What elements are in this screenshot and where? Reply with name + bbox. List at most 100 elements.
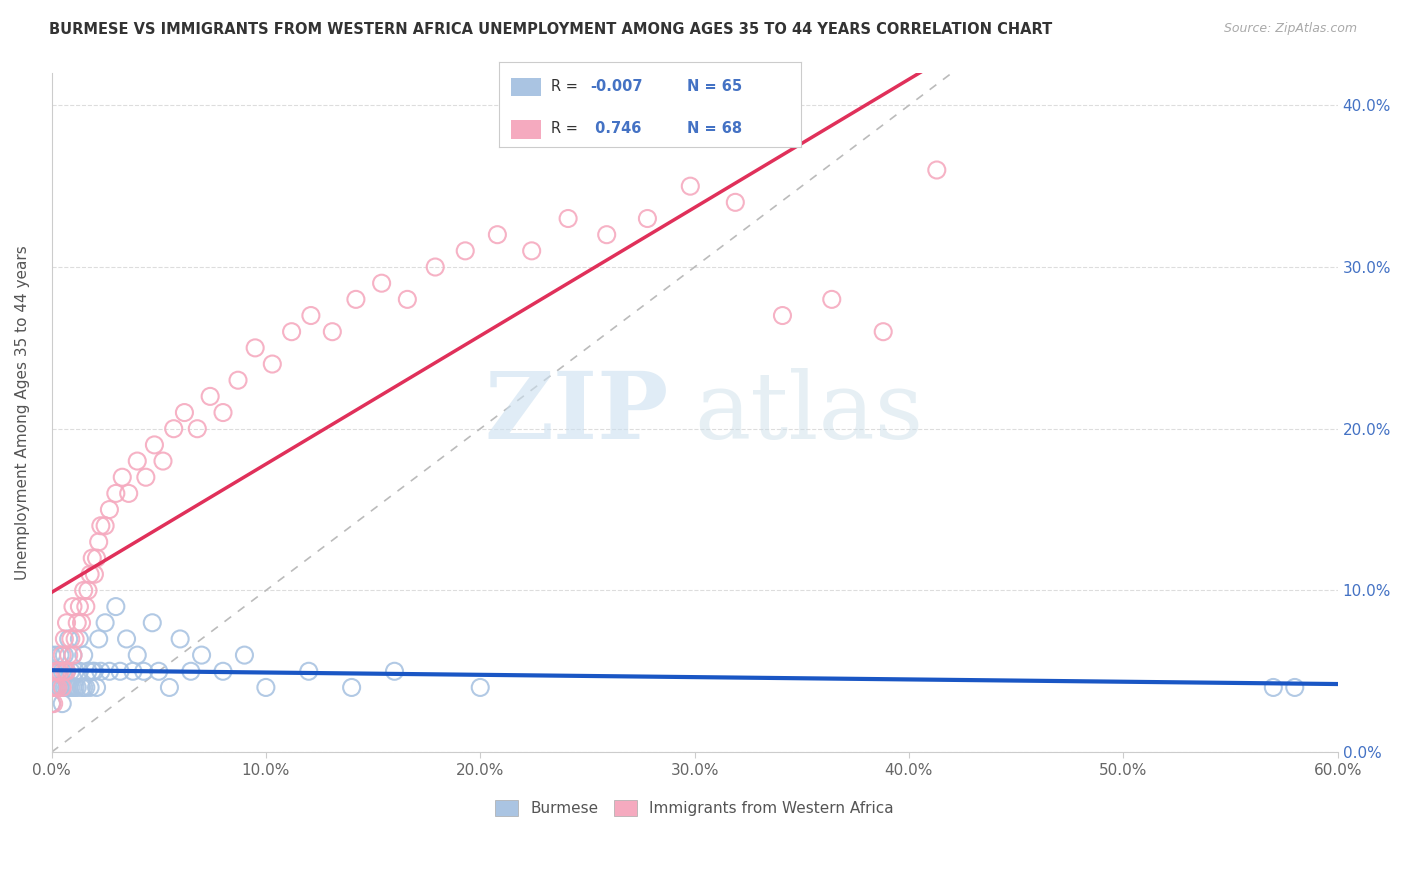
Bar bbox=[512, 78, 541, 96]
Point bbox=[53, 681, 76, 695]
Point bbox=[1284, 681, 1306, 695]
Point bbox=[104, 486, 127, 500]
Point bbox=[321, 325, 343, 339]
Point bbox=[73, 583, 96, 598]
Point bbox=[163, 422, 186, 436]
Point bbox=[41, 681, 63, 695]
Point bbox=[45, 681, 67, 695]
Point bbox=[486, 227, 509, 242]
Text: ZIP: ZIP bbox=[485, 368, 669, 458]
Point bbox=[41, 681, 63, 695]
Text: R =: R = bbox=[551, 78, 582, 94]
Point bbox=[83, 665, 105, 679]
Point bbox=[98, 502, 121, 516]
Text: N = 68: N = 68 bbox=[686, 121, 742, 136]
Point bbox=[42, 697, 65, 711]
Point bbox=[724, 195, 747, 210]
Point bbox=[396, 293, 419, 307]
Point bbox=[679, 179, 702, 194]
Point bbox=[45, 648, 67, 662]
Point bbox=[59, 632, 82, 646]
Point bbox=[41, 648, 63, 662]
Point bbox=[212, 665, 235, 679]
Point bbox=[58, 648, 80, 662]
Text: Source: ZipAtlas.com: Source: ZipAtlas.com bbox=[1223, 22, 1357, 36]
Text: N = 65: N = 65 bbox=[686, 78, 742, 94]
Point bbox=[118, 486, 141, 500]
Y-axis label: Unemployment Among Ages 35 to 44 years: Unemployment Among Ages 35 to 44 years bbox=[15, 245, 30, 580]
Bar bbox=[512, 120, 541, 139]
Point bbox=[94, 615, 117, 630]
Point bbox=[45, 681, 67, 695]
Point bbox=[772, 309, 794, 323]
Point bbox=[62, 599, 84, 614]
Point bbox=[62, 648, 84, 662]
Point bbox=[173, 406, 195, 420]
Point bbox=[470, 681, 492, 695]
Text: R =: R = bbox=[551, 121, 582, 136]
Point bbox=[299, 309, 322, 323]
Point bbox=[79, 567, 101, 582]
Point bbox=[198, 389, 221, 403]
Point bbox=[127, 648, 149, 662]
Point bbox=[872, 325, 894, 339]
Point bbox=[45, 665, 67, 679]
Point bbox=[384, 665, 406, 679]
Point bbox=[94, 518, 117, 533]
Point bbox=[86, 551, 108, 566]
Point bbox=[77, 665, 100, 679]
Point bbox=[63, 665, 86, 679]
Point bbox=[42, 665, 65, 679]
Point bbox=[87, 535, 110, 549]
Point bbox=[58, 681, 80, 695]
Point bbox=[115, 632, 138, 646]
Point bbox=[157, 681, 180, 695]
Legend: Burmese, Immigrants from Western Africa: Burmese, Immigrants from Western Africa bbox=[489, 795, 900, 822]
Point bbox=[73, 681, 96, 695]
Point bbox=[41, 697, 63, 711]
Point bbox=[49, 665, 72, 679]
Point bbox=[46, 681, 69, 695]
Point bbox=[190, 648, 212, 662]
Text: 0.746: 0.746 bbox=[591, 121, 641, 136]
Point bbox=[370, 276, 392, 290]
Text: -0.007: -0.007 bbox=[591, 78, 643, 94]
Point bbox=[520, 244, 543, 258]
Point bbox=[340, 681, 363, 695]
Point bbox=[63, 681, 86, 695]
Point bbox=[86, 681, 108, 695]
Point bbox=[62, 681, 84, 695]
Point bbox=[53, 632, 76, 646]
Point bbox=[143, 438, 166, 452]
Point bbox=[75, 599, 97, 614]
Point bbox=[186, 422, 208, 436]
Point bbox=[233, 648, 256, 662]
Point bbox=[636, 211, 658, 226]
Point bbox=[46, 665, 69, 679]
Point bbox=[280, 325, 302, 339]
Point bbox=[108, 665, 131, 679]
Point bbox=[212, 406, 235, 420]
Point bbox=[75, 681, 97, 695]
Point bbox=[254, 681, 277, 695]
Point bbox=[425, 260, 447, 274]
Point bbox=[46, 681, 69, 695]
Text: BURMESE VS IMMIGRANTS FROM WESTERN AFRICA UNEMPLOYMENT AMONG AGES 35 TO 44 YEARS: BURMESE VS IMMIGRANTS FROM WESTERN AFRIC… bbox=[49, 22, 1053, 37]
Point bbox=[67, 665, 90, 679]
Point bbox=[51, 681, 73, 695]
Point bbox=[262, 357, 284, 371]
Point bbox=[90, 518, 112, 533]
Point bbox=[148, 665, 170, 679]
Point bbox=[67, 632, 90, 646]
Point bbox=[122, 665, 145, 679]
Point bbox=[79, 681, 101, 695]
Point bbox=[58, 632, 80, 646]
Point bbox=[135, 470, 157, 484]
Point bbox=[104, 599, 127, 614]
Point bbox=[82, 551, 104, 566]
Point bbox=[226, 373, 249, 387]
Point bbox=[298, 665, 321, 679]
Point bbox=[55, 665, 77, 679]
Point bbox=[53, 648, 76, 662]
Point bbox=[55, 681, 77, 695]
